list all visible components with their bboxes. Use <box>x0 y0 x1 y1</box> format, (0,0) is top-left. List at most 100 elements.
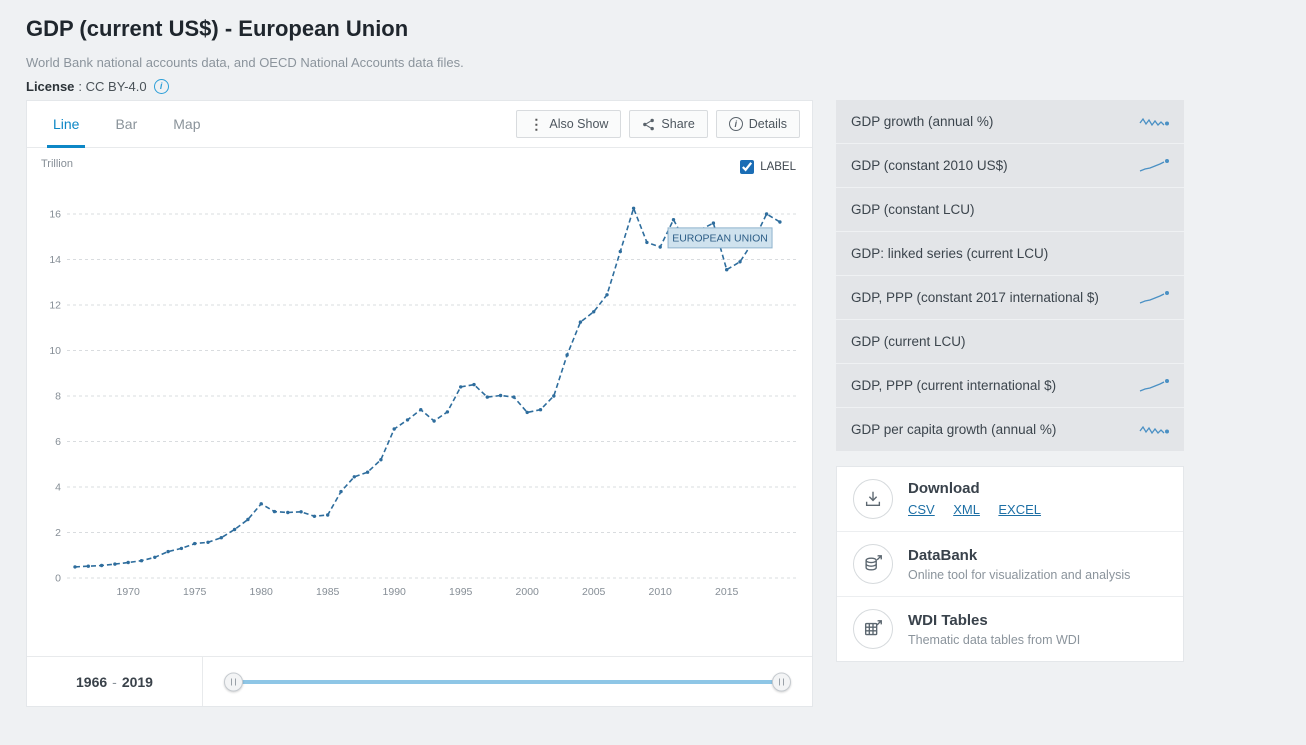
sparkline-wavy-icon <box>1139 117 1169 126</box>
range-separator: - <box>112 673 117 690</box>
license-value: : CC BY-4.0 <box>78 79 147 94</box>
slider-track[interactable] <box>233 679 782 684</box>
sparkline-rising-icon <box>1139 158 1169 172</box>
download-excel-link[interactable]: EXCEL <box>998 501 1042 517</box>
svg-text:1985: 1985 <box>316 586 340 598</box>
databank-description: Online tool for visualization and analys… <box>908 567 1131 582</box>
svg-text:1995: 1995 <box>449 586 473 598</box>
license-info-icon[interactable]: i <box>153 79 169 94</box>
share-button[interactable]: Share <box>629 110 708 138</box>
svg-text:2000: 2000 <box>516 586 540 598</box>
time-range-footer: 1966 - 2019 <box>27 656 812 706</box>
databank-body: DataBank Online tool for visualization a… <box>908 547 1130 582</box>
svg-text:1980: 1980 <box>250 586 274 598</box>
series-path <box>74 205 781 568</box>
license-row: License : CC BY-4.0 i <box>26 79 1280 94</box>
indicator-label: GDP per capita growth (annual %) <box>851 422 1057 437</box>
indicator-label: GDP, PPP (current international $) <box>851 378 1057 393</box>
svg-text:6: 6 <box>55 436 61 448</box>
wdi-tables-section: WDI Tables Thematic data tables from WDI <box>837 597 1183 661</box>
svg-text:14: 14 <box>49 254 61 266</box>
download-csv-link[interactable]: CSV <box>908 501 935 517</box>
svg-text:1990: 1990 <box>383 586 407 598</box>
time-range-label: 1966 - 2019 <box>27 657 203 706</box>
series-label[interactable]: EUROPEAN UNION <box>667 227 773 249</box>
also-show-button[interactable]: ⋮ Also Show <box>516 110 622 138</box>
label-checkbox[interactable] <box>740 160 755 174</box>
related-indicator-gdp-growth[interactable]: GDP growth (annual %) <box>836 100 1184 143</box>
svg-text:4: 4 <box>55 482 61 494</box>
range-end-year: 2019 <box>121 673 153 690</box>
source-subtitle: World Bank national accounts data, and O… <box>26 55 464 70</box>
svg-text:EUROPEAN UNION: EUROPEAN UNION <box>672 232 768 244</box>
range-start-year: 1966 <box>76 673 108 690</box>
tab-line[interactable]: Line <box>35 101 97 148</box>
time-range-slider[interactable] <box>203 657 812 706</box>
unit-label: Trillion <box>41 158 73 170</box>
related-indicator-gdp-constant-2010[interactable]: GDP (constant 2010 US$) <box>836 144 1184 187</box>
svg-text:0: 0 <box>55 573 61 585</box>
indicator-label: GDP, PPP (constant 2017 international $) <box>851 290 1099 305</box>
svg-text:12: 12 <box>49 300 61 312</box>
download-icon <box>853 479 893 519</box>
page-title: GDP (current US$) - European Union <box>26 16 409 41</box>
chart-toolbar: Line Bar Map ⋮ Also Show <box>27 101 812 148</box>
slider-grip <box>231 678 236 685</box>
svg-text:2010: 2010 <box>649 586 673 598</box>
download-section: Download CSV XML EXCEL <box>837 467 1183 532</box>
external-link-icon <box>876 620 882 626</box>
slider-handle-end[interactable] <box>772 672 791 691</box>
related-indicator-gdp-ppp-constant[interactable]: GDP, PPP (constant 2017 international $) <box>836 276 1184 319</box>
related-indicators-list: GDP growth (annual %) GDP (constant 2010… <box>836 100 1184 451</box>
download-xml-link[interactable]: XML <box>953 501 980 517</box>
external-link-icon <box>876 555 882 561</box>
related-indicator-gdp-linked-series[interactable]: GDP: linked series (current LCU) <box>836 232 1184 275</box>
info-icon: i <box>728 117 743 131</box>
label-toggle-text: LABEL <box>760 161 796 173</box>
license-label: License <box>26 79 75 94</box>
details-button[interactable]: i Details <box>715 110 800 138</box>
wdi-tables-title-link[interactable]: WDI Tables <box>908 611 988 629</box>
details-label: Details <box>748 117 787 131</box>
slider-handle-start[interactable] <box>224 672 243 691</box>
databank-title-link[interactable]: DataBank <box>908 546 978 564</box>
indicator-label: GDP (constant 2010 US$) <box>851 158 1008 173</box>
wdi-description: Thematic data tables from WDI <box>908 632 1081 647</box>
download-links: CSV XML EXCEL <box>908 501 1055 519</box>
svg-text:8: 8 <box>55 391 61 403</box>
svg-text:2005: 2005 <box>582 586 606 598</box>
share-label: Share <box>661 117 695 131</box>
indicator-label: GDP (constant LCU) <box>851 202 975 217</box>
chart-card: Line Bar Map ⋮ Also Show <box>26 100 813 707</box>
label-toggle[interactable]: LABEL <box>740 160 796 174</box>
databank-icon <box>853 544 893 584</box>
tools-card: Download CSV XML EXCEL <box>836 466 1184 662</box>
related-indicator-gdp-ppp-current[interactable]: GDP, PPP (current international $) <box>836 364 1184 407</box>
svg-text:1975: 1975 <box>183 586 207 598</box>
wdi-body: WDI Tables Thematic data tables from WDI <box>908 612 1080 647</box>
sparkline-rising-icon <box>1139 290 1169 304</box>
toolbar-buttons: ⋮ Also Show Share <box>516 110 800 138</box>
sparkline-none <box>1139 246 1171 262</box>
slider-grip <box>779 678 784 685</box>
chart-region: Trillion LABEL 0 2 4 6 8 10 12 14 16 1970 1975 1980… <box>27 148 812 656</box>
share-icon <box>643 118 655 130</box>
databank-section: DataBank Online tool for visualization a… <box>837 532 1183 597</box>
page-header: GDP (current US$) - European Union World… <box>0 0 1306 94</box>
kebab-icon: ⋮ <box>529 116 544 132</box>
svg-text:1970: 1970 <box>117 586 141 598</box>
svg-text:16: 16 <box>49 209 61 221</box>
download-title: Download <box>908 479 980 497</box>
related-indicator-gdp-per-capita-growth[interactable]: GDP per capita growth (annual %) <box>836 408 1184 451</box>
indicator-label: GDP: linked series (current LCU) <box>851 246 1049 261</box>
indicator-label: GDP (current LCU) <box>851 334 966 349</box>
sparkline-wavy-icon <box>1139 425 1169 434</box>
tab-bar[interactable]: Bar <box>115 116 138 132</box>
related-indicator-gdp-constant-lcu[interactable]: GDP (constant LCU) <box>836 188 1184 231</box>
indicator-label: GDP growth (annual %) <box>851 114 994 129</box>
related-indicator-gdp-current-lcu[interactable]: GDP (current LCU) <box>836 320 1184 363</box>
wdi-tables-icon <box>853 609 893 649</box>
svg-text:2015: 2015 <box>715 586 739 598</box>
tab-map[interactable]: Map <box>173 116 201 132</box>
svg-text:2: 2 <box>55 527 61 539</box>
